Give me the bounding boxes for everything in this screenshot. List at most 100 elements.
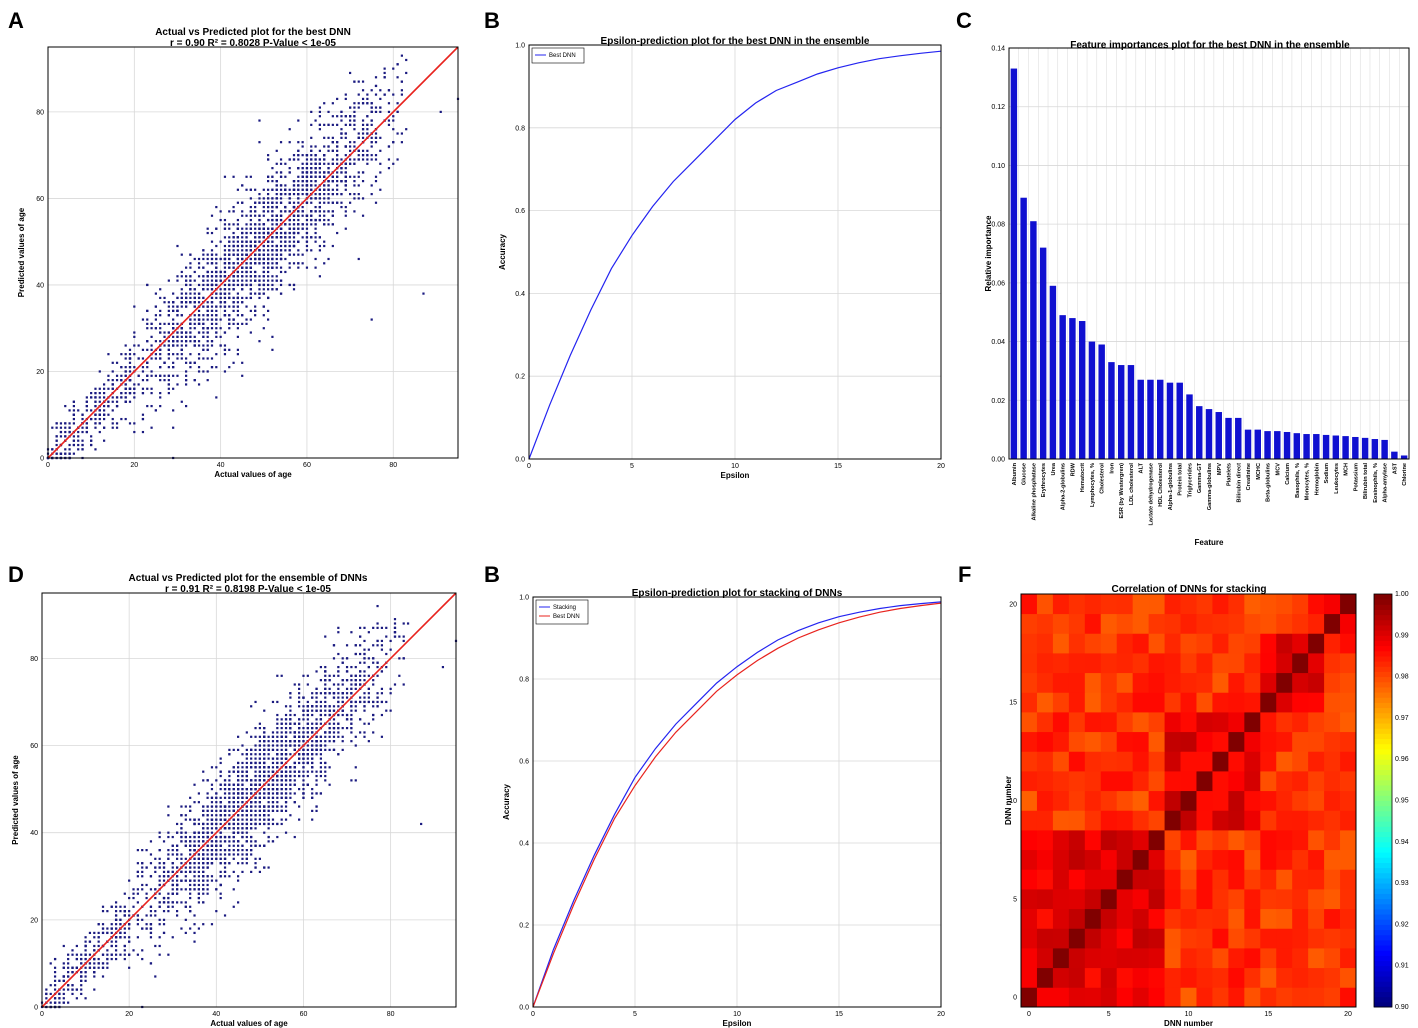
scatter-point bbox=[250, 809, 253, 812]
scatter-point bbox=[361, 180, 365, 183]
scatter-point bbox=[241, 796, 244, 799]
scatter-point bbox=[159, 314, 162, 317]
scatter-point bbox=[172, 301, 175, 304]
scatter-point bbox=[189, 849, 192, 852]
scatter-point bbox=[133, 366, 136, 369]
scatter-point bbox=[267, 231, 270, 235]
bar-21 bbox=[1215, 412, 1222, 459]
scatter-point bbox=[323, 223, 326, 226]
scatter-point bbox=[306, 753, 309, 756]
scatter-point bbox=[323, 188, 326, 191]
scatter-point bbox=[258, 201, 261, 204]
scatter-point bbox=[258, 744, 261, 747]
scatter-point bbox=[254, 270, 257, 274]
scatter-point bbox=[167, 831, 170, 834]
scatter-point bbox=[150, 387, 153, 390]
scatter-point bbox=[137, 357, 140, 360]
scatter-point bbox=[90, 409, 93, 412]
scatter-point bbox=[267, 154, 270, 157]
scatter-point bbox=[237, 748, 240, 751]
scatter-point bbox=[228, 244, 231, 248]
scatter-point bbox=[324, 766, 327, 769]
scatter-point bbox=[289, 774, 292, 778]
scatter-point bbox=[215, 227, 218, 230]
scatter-point bbox=[136, 870, 139, 874]
scatter-point bbox=[280, 783, 283, 786]
scatter-point bbox=[372, 718, 375, 721]
scatter-point bbox=[284, 210, 287, 213]
scatter-point bbox=[101, 931, 105, 935]
scatter-point bbox=[180, 340, 183, 343]
scatter-point bbox=[396, 63, 399, 66]
scatter-point bbox=[219, 783, 222, 786]
scatter-point bbox=[162, 896, 166, 900]
scatter-point bbox=[180, 270, 183, 274]
bar-29 bbox=[1293, 433, 1301, 459]
scatter-point bbox=[357, 149, 360, 152]
feature-tick-label: Hemoglobin bbox=[1314, 462, 1320, 495]
scatter-point bbox=[141, 927, 144, 930]
scatter-point bbox=[232, 210, 235, 213]
scatter-point bbox=[254, 210, 257, 213]
scatter-point bbox=[197, 853, 200, 856]
scatter-point bbox=[267, 818, 270, 821]
scatter-point bbox=[254, 805, 257, 808]
scatter-point bbox=[206, 814, 209, 817]
scatter-point bbox=[228, 809, 231, 812]
scatter-point bbox=[249, 318, 252, 321]
scatter-point bbox=[215, 849, 218, 852]
scatter-point bbox=[288, 128, 291, 131]
scatter-point bbox=[206, 379, 209, 382]
scatter-point bbox=[267, 757, 270, 760]
scatter-point bbox=[202, 348, 205, 351]
scatter-point bbox=[193, 870, 196, 874]
scatter-point bbox=[250, 753, 253, 756]
y-tick-label: 80 bbox=[30, 656, 38, 663]
scatter-point bbox=[210, 783, 214, 786]
scatter-point bbox=[314, 154, 317, 157]
scatter-point bbox=[132, 888, 135, 891]
scatter-point bbox=[167, 870, 170, 874]
scatter-point bbox=[310, 154, 313, 157]
panel-letter-b2: B bbox=[484, 562, 500, 587]
scatter-point bbox=[141, 379, 145, 382]
scatter-point bbox=[336, 158, 339, 161]
scatter-point bbox=[184, 831, 187, 834]
scatter-point bbox=[319, 713, 323, 717]
scatter-point bbox=[318, 123, 321, 126]
scatter-point bbox=[324, 679, 327, 682]
scatter-point bbox=[159, 366, 162, 369]
scatter-point bbox=[262, 244, 265, 248]
scatter-point bbox=[167, 383, 170, 386]
scatter-point bbox=[154, 896, 157, 900]
scatter-point bbox=[383, 93, 386, 96]
scatter-point bbox=[357, 175, 360, 178]
scatter-point bbox=[275, 257, 278, 261]
scatter-point bbox=[237, 766, 240, 769]
scatter-point bbox=[331, 201, 334, 204]
scatter-point bbox=[379, 97, 382, 101]
scatter-point bbox=[396, 132, 399, 135]
scatter-point bbox=[319, 735, 323, 738]
scatter-point bbox=[249, 231, 252, 235]
scatter-point bbox=[298, 692, 301, 695]
scatter-point bbox=[124, 392, 127, 395]
scatter-point bbox=[210, 796, 214, 799]
scatter-point bbox=[53, 957, 57, 961]
scatter-point bbox=[114, 927, 118, 930]
scatter-point bbox=[262, 262, 265, 265]
scatter-point bbox=[180, 814, 183, 817]
scatter-point bbox=[172, 366, 175, 369]
scatter-point bbox=[315, 718, 318, 721]
scatter-point bbox=[315, 692, 318, 695]
scatter-point bbox=[72, 417, 75, 421]
scatter-point bbox=[98, 422, 101, 425]
scatter-point bbox=[284, 175, 287, 178]
scatter-point bbox=[210, 805, 214, 808]
scatter-point bbox=[328, 709, 331, 712]
scatter-point bbox=[84, 953, 87, 956]
scatter-point bbox=[267, 262, 270, 265]
scatter-point bbox=[367, 674, 370, 677]
scatter-point bbox=[374, 136, 378, 139]
scatter-point bbox=[344, 188, 347, 191]
